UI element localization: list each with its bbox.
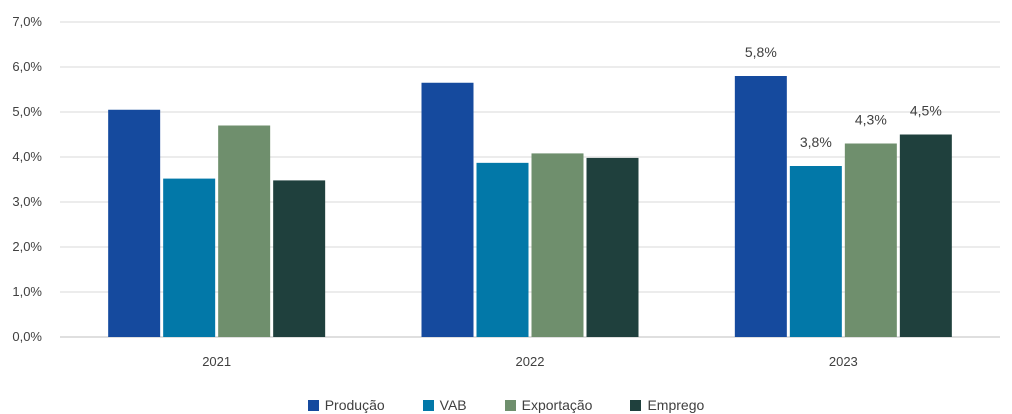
bar-vab-2023	[789, 166, 842, 337]
x-axis-ticks: 2021 2022 2023	[202, 354, 858, 369]
bar-chart: 0,0% 1,0% 2,0% 3,0% 4,0% 5,0% 6,0% 7,0% 5,8% 3,8…	[12, 14, 1000, 369]
x-tick-label: 2023	[829, 354, 858, 369]
x-tick-label: 2022	[516, 354, 545, 369]
data-label: 4,5%	[910, 103, 942, 119]
y-tick-label: 0,0%	[12, 329, 42, 344]
legend-swatch	[307, 399, 319, 411]
y-tick-label: 7,0%	[12, 14, 42, 29]
bar-emprego-2022	[586, 157, 639, 337]
bar-exportao-2021	[218, 125, 271, 337]
legend-swatch	[422, 399, 434, 411]
y-axis-ticks: 0,0% 1,0% 2,0% 3,0% 4,0% 5,0% 6,0% 7,0%	[12, 14, 42, 344]
legend-label: Produção	[324, 397, 385, 413]
legend-swatch	[504, 399, 516, 411]
bar-vab-2021	[163, 178, 216, 337]
legend-item-exportacao: Exportação	[504, 396, 593, 414]
y-tick-label: 4,0%	[12, 149, 42, 164]
legend-label: VAB	[439, 397, 467, 413]
gridlines	[60, 21, 1000, 338]
y-tick-label: 6,0%	[12, 59, 42, 74]
data-label: 5,8%	[745, 44, 777, 60]
y-tick-label: 5,0%	[12, 104, 42, 119]
legend-item-emprego: Emprego	[630, 396, 704, 414]
y-tick-label: 1,0%	[12, 284, 42, 299]
bar-emprego-2023	[899, 134, 952, 337]
y-tick-label: 2,0%	[12, 239, 42, 254]
legend: Produção VAB Exportação Emprego	[0, 396, 1012, 414]
legend-label: Emprego	[647, 397, 705, 413]
x-tick-label: 2021	[202, 354, 231, 369]
y-tick-label: 3,0%	[12, 194, 42, 209]
bar-emprego-2021	[273, 180, 326, 337]
bar-produo-2021	[108, 109, 161, 337]
legend-item-vab: VAB	[422, 396, 467, 414]
legend-item-producao: Produção	[307, 396, 385, 414]
bar-exportao-2023	[844, 143, 897, 337]
bar-vab-2022	[476, 162, 529, 337]
legend-swatch	[630, 399, 642, 411]
bar-produo-2022	[421, 82, 474, 337]
data-labels: 5,8% 3,8% 4,3% 4,5%	[745, 44, 942, 150]
bars	[108, 76, 952, 337]
bar-exportao-2022	[531, 153, 584, 337]
bar-produo-2023	[734, 76, 787, 337]
data-label: 3,8%	[800, 134, 832, 150]
data-label: 4,3%	[855, 112, 887, 128]
legend-label: Exportação	[521, 397, 593, 413]
